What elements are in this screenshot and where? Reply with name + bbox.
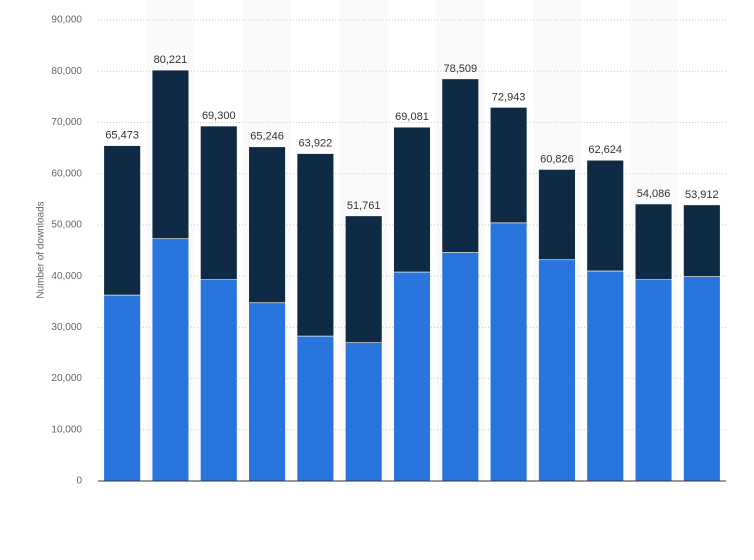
bar-segment	[345, 215, 383, 343]
y-tick-label: 20,000	[51, 373, 82, 384]
bar-segment	[151, 69, 190, 240]
bar-segment	[103, 145, 141, 296]
y-tick-label: 10,000	[51, 424, 82, 435]
bar-segment	[200, 125, 238, 280]
bar-segment	[489, 107, 528, 224]
bar-segment	[200, 279, 238, 482]
total-label: 60,826	[540, 153, 574, 165]
y-axis-label: Number of downloads	[36, 201, 47, 298]
bar-segment	[103, 294, 141, 482]
bar-segment	[248, 146, 286, 304]
total-label: 69,300	[202, 110, 236, 122]
total-label: 80,221	[154, 54, 188, 66]
bar-segment	[538, 169, 576, 261]
y-tick-label: 60,000	[51, 168, 82, 179]
total-label: 65,473	[105, 130, 139, 142]
bar-segment	[296, 335, 335, 482]
total-label: 72,943	[492, 91, 526, 103]
y-tick-label: 80,000	[51, 66, 82, 77]
total-label: 65,246	[250, 131, 284, 143]
total-label: 53,912	[685, 189, 719, 201]
bar-segment	[634, 279, 673, 482]
total-label: 62,624	[588, 144, 622, 156]
y-tick-label: 50,000	[51, 220, 82, 231]
bar-segment	[683, 204, 721, 277]
bar-segment	[296, 153, 335, 337]
y-tick-label: 40,000	[51, 271, 82, 282]
total-label: 51,761	[347, 200, 381, 212]
y-tick-label: 0	[76, 476, 82, 487]
bar-segment	[393, 126, 431, 273]
bar-segment	[586, 159, 624, 272]
bar-segment	[683, 276, 721, 482]
total-label: 69,081	[395, 111, 429, 123]
y-tick-label: 70,000	[51, 117, 82, 128]
bar-segment	[634, 203, 673, 280]
total-label: 63,922	[299, 137, 333, 149]
bar-segment	[248, 302, 286, 482]
bar-segment	[393, 271, 431, 482]
bar-segment	[345, 342, 383, 482]
y-tick-label: 90,000	[51, 15, 82, 26]
bar-segment	[441, 252, 479, 482]
bar-segment	[151, 238, 190, 482]
bar-segment	[489, 222, 528, 482]
bar-segment	[586, 270, 624, 482]
bar-segment	[441, 78, 479, 253]
y-tick-label: 30,000	[51, 322, 82, 333]
bar-segment	[538, 259, 576, 482]
total-label: 78,509	[443, 63, 477, 75]
total-label: 54,086	[637, 188, 671, 200]
